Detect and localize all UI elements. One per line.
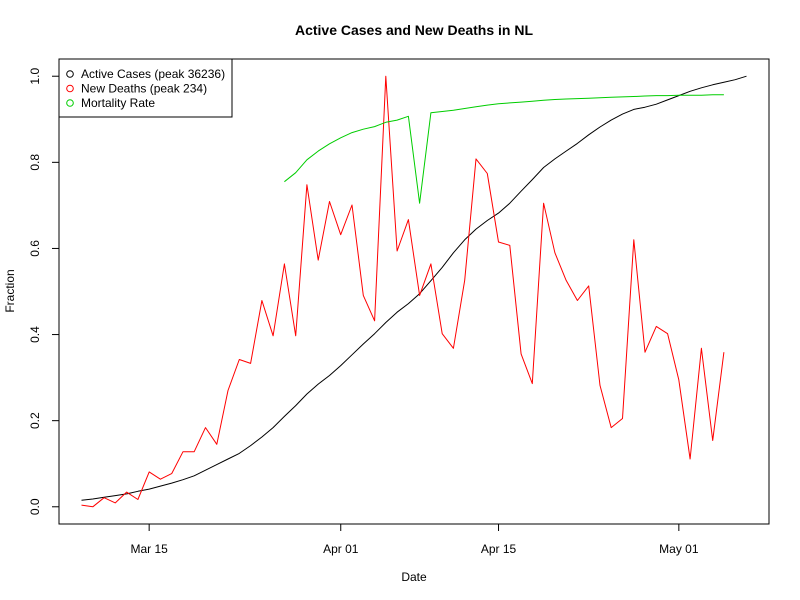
x-tick-label: Apr 01 (323, 542, 359, 556)
y-tick-label: 0.0 (28, 498, 42, 515)
y-axis-label: Fraction (3, 269, 17, 312)
chart-title: Active Cases and New Deaths in NL (295, 22, 534, 38)
legend-label: Mortality Rate (81, 96, 155, 110)
legend: Active Cases (peak 36236)New Deaths (pea… (58, 58, 233, 118)
legend-label: Active Cases (peak 36236) (81, 67, 225, 81)
series-line-2 (81, 75, 725, 508)
plot-frame (58, 58, 770, 525)
series-line-1 (81, 75, 747, 501)
y-tick-label: 0.2 (28, 412, 42, 429)
x-axis: Mar 15 Apr 01 Apr 15 May 01 (130, 524, 699, 556)
legend-marker (66, 84, 74, 93)
y-tick-label: 1.0 (28, 68, 42, 85)
legend-label: New Deaths (peak 234) (81, 82, 207, 96)
legend-box (58, 58, 233, 118)
x-axis-label: Date (401, 570, 427, 584)
x-tick-label: Apr 15 (481, 542, 517, 556)
legend-marker (66, 99, 74, 107)
y-axis: 0.0 0.2 0.4 0.6 0.8 1.0 (28, 68, 59, 515)
series-line-3 (284, 94, 724, 204)
x-tick-label: Mar 15 (130, 542, 168, 556)
legend-marker (66, 70, 74, 78)
x-tick-label: May 01 (659, 542, 699, 556)
series-layer (81, 75, 747, 508)
legend-items: Active Cases (peak 36236)New Deaths (pea… (66, 67, 225, 110)
y-tick-label: 0.8 (28, 154, 42, 171)
y-tick-label: 0.4 (28, 326, 42, 343)
y-tick-label: 0.6 (28, 240, 42, 257)
